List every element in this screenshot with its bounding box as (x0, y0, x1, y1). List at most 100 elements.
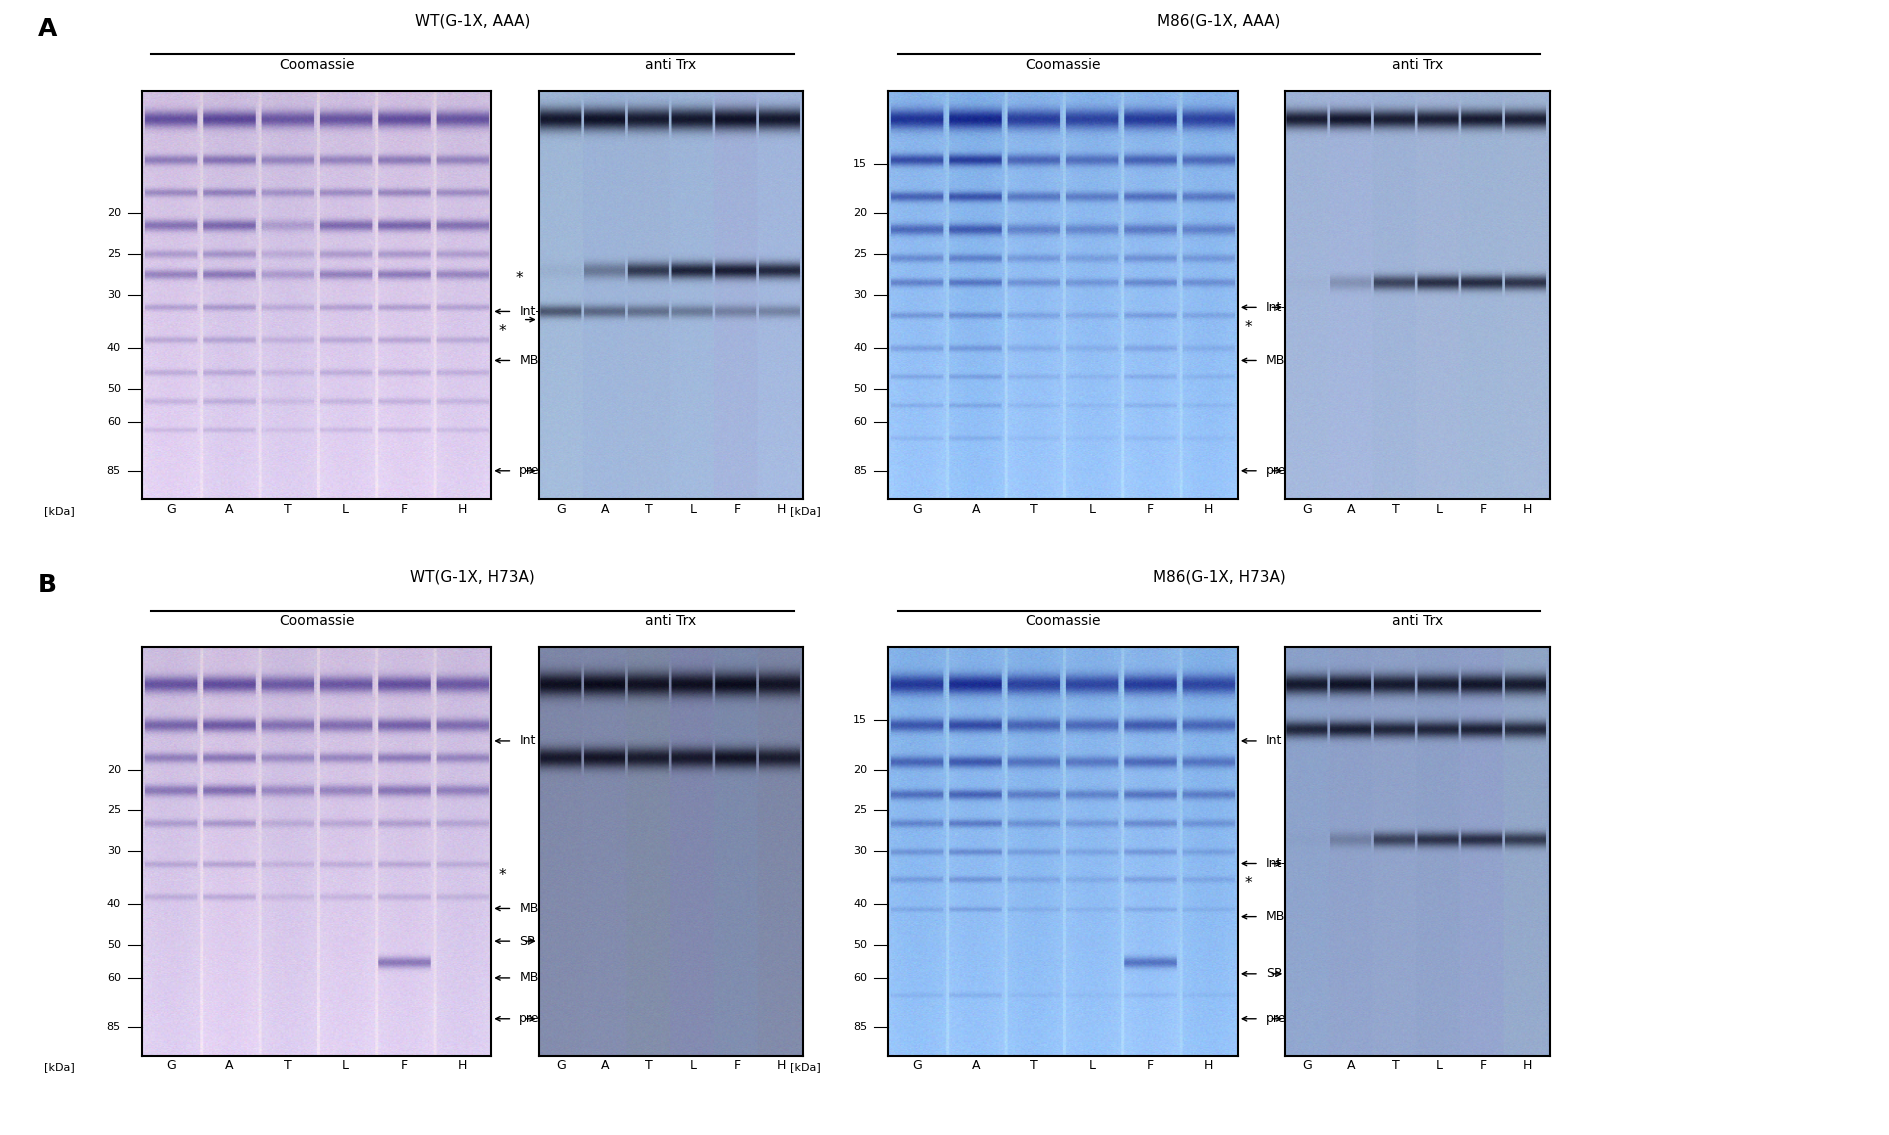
Text: pre: pre (1266, 1012, 1286, 1025)
Text: 15: 15 (852, 715, 867, 725)
Text: H: H (1203, 1059, 1213, 1071)
Text: 40: 40 (106, 343, 121, 353)
Text: MBP-Int: MBP-Int (519, 972, 567, 984)
Text: L: L (1088, 1059, 1096, 1071)
Text: M86(G-1X, H73A): M86(G-1X, H73A) (1152, 570, 1285, 585)
Text: [kDa]: [kDa] (43, 506, 74, 515)
Text: Int: Int (1266, 734, 1281, 748)
Text: F: F (733, 1059, 740, 1071)
Text: L: L (689, 1059, 697, 1071)
Text: WT(G-1X, H73A): WT(G-1X, H73A) (410, 570, 535, 585)
Text: 60: 60 (106, 417, 121, 427)
Text: H: H (776, 1059, 786, 1071)
Text: 20: 20 (852, 209, 867, 218)
Text: *: * (499, 325, 506, 339)
Text: Int-Trx: Int-Trx (1266, 857, 1303, 871)
Text: 50: 50 (852, 384, 867, 394)
Text: G: G (1302, 503, 1311, 515)
Text: 30: 30 (852, 847, 867, 856)
Text: 60: 60 (852, 973, 867, 983)
Text: Int: Int (519, 734, 535, 748)
Text: L: L (1436, 503, 1443, 515)
Text: Coomassie: Coomassie (280, 614, 353, 629)
Text: B: B (38, 573, 57, 597)
Text: A: A (971, 503, 979, 515)
Text: G: G (912, 503, 922, 515)
Text: A: A (601, 1059, 608, 1071)
Text: anti Trx: anti Trx (1390, 614, 1443, 629)
Text: G: G (555, 1059, 565, 1071)
Text: 60: 60 (852, 417, 867, 427)
Text: WT(G-1X, AAA): WT(G-1X, AAA) (414, 14, 531, 28)
Text: 85: 85 (852, 1022, 867, 1032)
Text: 30: 30 (106, 847, 121, 856)
Text: MBP: MBP (1266, 354, 1292, 367)
Text: T: T (1390, 1059, 1398, 1071)
Text: T: T (1390, 503, 1398, 515)
Text: 15: 15 (852, 159, 867, 169)
Text: A: A (225, 1059, 232, 1071)
Text: H: H (1523, 1059, 1532, 1071)
Text: SP: SP (519, 934, 535, 948)
Text: Coomassie: Coomassie (1026, 58, 1099, 73)
Text: L: L (342, 503, 349, 515)
Text: T: T (1030, 503, 1037, 515)
Text: F: F (400, 503, 408, 515)
Text: pre: pre (519, 464, 540, 478)
Text: G: G (1302, 1059, 1311, 1071)
Text: A: A (1347, 503, 1354, 515)
Text: F: F (733, 503, 740, 515)
Text: Int-Trx: Int-Trx (1266, 301, 1303, 314)
Text: T: T (283, 503, 291, 515)
Text: 40: 40 (852, 343, 867, 353)
Text: [kDa]: [kDa] (790, 1062, 820, 1071)
Text: Int-Trx: Int-Trx (519, 305, 557, 318)
Text: 20: 20 (106, 765, 121, 774)
Text: 25: 25 (106, 806, 121, 815)
Text: *: * (1245, 320, 1252, 335)
Text: 85: 85 (106, 465, 121, 476)
Text: L: L (1088, 503, 1096, 515)
Text: 85: 85 (852, 465, 867, 476)
Text: F: F (400, 1059, 408, 1071)
Text: 50: 50 (106, 940, 121, 950)
Text: 20: 20 (852, 765, 867, 774)
Text: H: H (1523, 503, 1532, 515)
Text: 25: 25 (852, 806, 867, 815)
Text: 60: 60 (106, 973, 121, 983)
Text: 50: 50 (106, 384, 121, 394)
Text: Coomassie: Coomassie (280, 58, 353, 73)
Text: A: A (38, 17, 57, 41)
Text: pre: pre (1266, 464, 1286, 478)
Text: 20: 20 (106, 209, 121, 218)
Text: T: T (283, 1059, 291, 1071)
Text: H: H (457, 503, 467, 515)
Text: 85: 85 (106, 1022, 121, 1032)
Text: anti Trx: anti Trx (1390, 58, 1443, 73)
Text: MBP: MBP (519, 902, 546, 915)
Text: G: G (555, 503, 565, 515)
Text: F: F (1479, 1059, 1487, 1071)
Text: [kDa]: [kDa] (790, 506, 820, 515)
Text: H: H (776, 503, 786, 515)
Text: L: L (342, 1059, 349, 1071)
Text: 40: 40 (106, 899, 121, 909)
Text: 40: 40 (852, 899, 867, 909)
Text: H: H (457, 1059, 467, 1071)
Text: A: A (1347, 1059, 1354, 1071)
Text: anti Trx: anti Trx (644, 58, 697, 73)
Text: L: L (1436, 1059, 1443, 1071)
Text: Coomassie: Coomassie (1026, 614, 1099, 629)
Text: A: A (601, 503, 608, 515)
Text: G: G (912, 1059, 922, 1071)
Text: 50: 50 (852, 940, 867, 950)
Text: SP: SP (1266, 967, 1281, 981)
Text: A: A (225, 503, 232, 515)
Text: T: T (644, 503, 652, 515)
Text: 30: 30 (852, 291, 867, 300)
Text: *: * (516, 271, 523, 286)
Text: T: T (1030, 1059, 1037, 1071)
Text: G: G (166, 1059, 176, 1071)
Text: 25: 25 (852, 250, 867, 259)
Text: *: * (499, 868, 506, 883)
